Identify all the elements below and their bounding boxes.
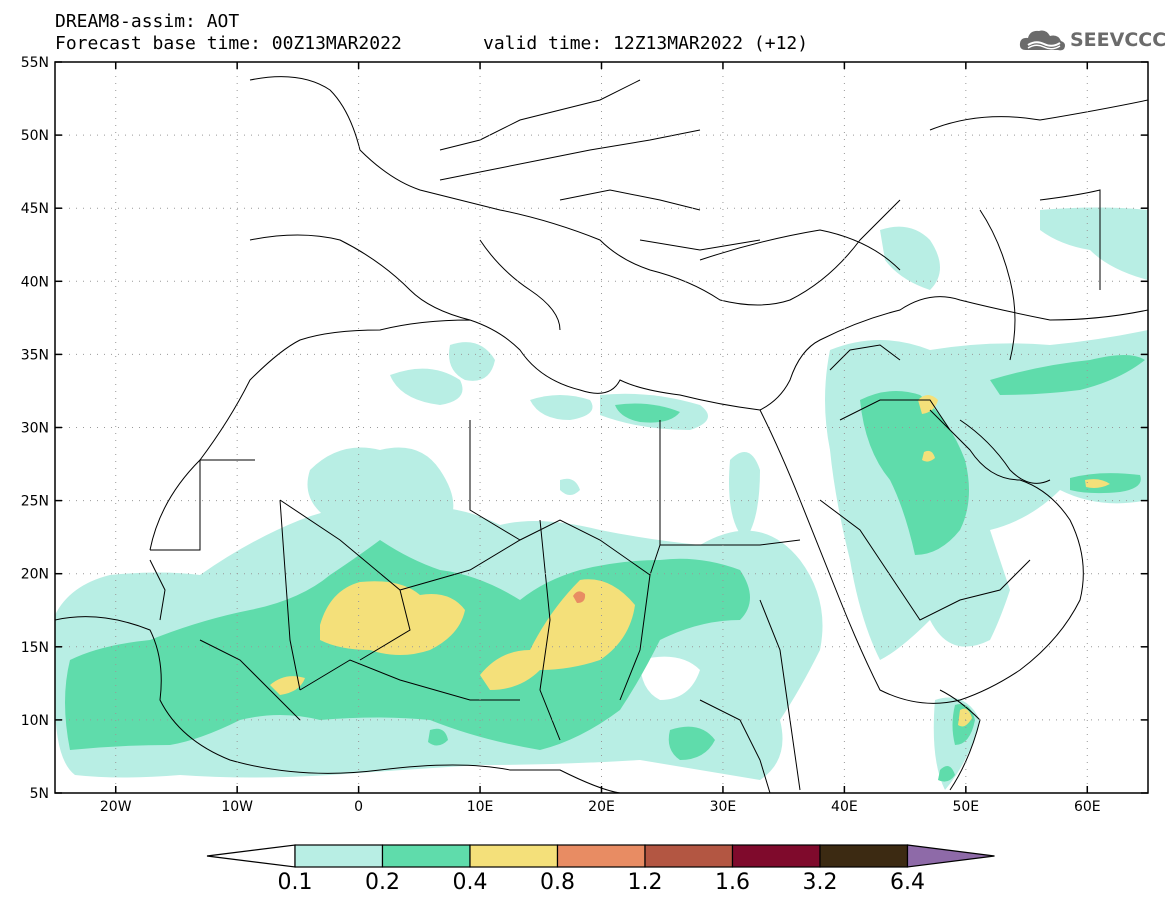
colorbar-segment (556, 844, 646, 868)
lat-label: 35N (21, 347, 49, 363)
lon-label: 20E (588, 799, 615, 815)
lon-label: 10E (467, 799, 494, 815)
lat-label: 10N (21, 713, 49, 729)
aot-level-0.4 (270, 395, 1110, 727)
logo-text: SEEVCCC (1070, 29, 1165, 51)
colorbar-label: 1.2 (627, 870, 663, 895)
colorbar-over-triangle (906, 844, 995, 868)
colorbar-segment (644, 844, 734, 868)
lon-label: 30E (710, 799, 737, 815)
lon-label: 40E (831, 799, 858, 815)
colorbar-segment (819, 844, 909, 868)
lat-label: 45N (21, 201, 49, 217)
colorbar-label: 0.2 (365, 870, 400, 895)
latitude-labels: 55N 50N 45N 40N 35N 30N 25N 20N 15N 10N 5N (21, 55, 49, 802)
lat-label: 40N (21, 274, 49, 290)
lon-label: 60E (1074, 799, 1101, 815)
lat-label: 55N (21, 55, 49, 71)
base-time-label: Forecast base time: 00Z13MAR2022 (55, 33, 402, 54)
aot-field (55, 207, 1148, 790)
colorbar-segment (469, 844, 559, 868)
colorbar-label: 6.4 (890, 870, 925, 895)
lat-label: 20N (21, 567, 49, 583)
longitude-labels: 20W 10W 0 10E 20E 30E 40E 50E 60E (100, 799, 1101, 815)
model-title: DREAM8-assim: AOT (55, 11, 240, 32)
colorbar-label: 0.8 (540, 870, 575, 895)
lat-label: 30N (21, 421, 49, 437)
lat-label: 15N (21, 640, 49, 656)
cloud-logo-icon (1019, 30, 1065, 51)
lat-label: 5N (30, 786, 49, 802)
axis-ticks (55, 61, 1148, 794)
lon-label: 0 (354, 799, 363, 815)
colorbar-segment (294, 844, 384, 868)
lat-label: 25N (21, 494, 49, 510)
lon-label: 10W (221, 799, 253, 815)
lat-label: 50N (21, 128, 49, 144)
valid-time-label: valid time: 12Z13MAR2022 (+12) (483, 33, 809, 54)
country-borders (55, 76, 1148, 793)
colorbar-label: 1.6 (715, 870, 750, 895)
colorbar-segment (381, 844, 471, 868)
colorbar-under-triangle (206, 844, 296, 868)
colorbar-label: 3.2 (802, 870, 838, 895)
lon-label: 20W (100, 799, 132, 815)
graticule (55, 62, 1148, 793)
colorbar-label: 0.4 (452, 870, 488, 895)
aot-level-0.8 (573, 591, 586, 603)
seevccc-logo: SEEVCCC (1018, 26, 1165, 56)
colorbar (206, 844, 995, 868)
lon-label: 50E (952, 799, 979, 815)
colorbar-label: 0.1 (277, 870, 313, 895)
colorbar-segment (731, 844, 821, 868)
